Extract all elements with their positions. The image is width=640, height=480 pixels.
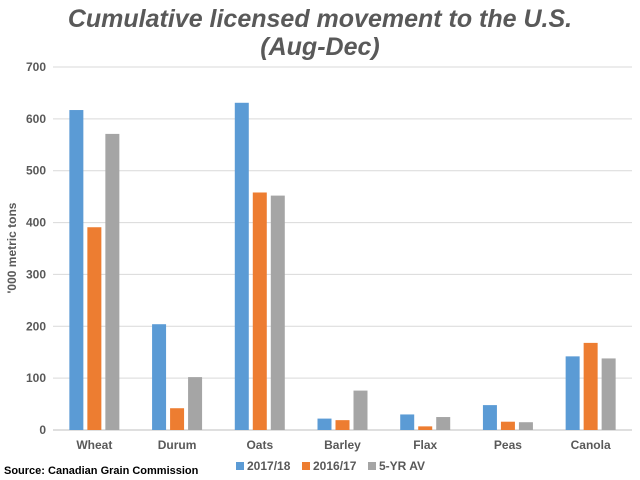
x-category-label: Oats — [246, 438, 273, 452]
legend-label: 5-YR AV — [379, 459, 425, 473]
legend-swatch — [302, 462, 310, 470]
chart-title-line-1: Cumulative licensed movement to the U.S. — [68, 5, 572, 33]
y-axis-ticks: 0 100 200 300 400 500 600 700 — [26, 60, 46, 437]
bar — [270, 195, 285, 430]
y-tick-label: 0 — [39, 423, 46, 437]
y-tick-label: 600 — [26, 112, 46, 126]
bar — [518, 422, 533, 430]
x-category-label: Wheat — [76, 438, 112, 452]
bar — [170, 408, 185, 430]
source-note: Source: Canadian Grain Commission — [4, 465, 199, 477]
bar — [436, 417, 451, 430]
bar — [565, 356, 580, 430]
bar — [583, 342, 598, 430]
bar — [418, 426, 433, 430]
bar — [500, 421, 515, 430]
x-category-label: Durum — [158, 438, 197, 452]
bars — [69, 102, 616, 430]
bar — [482, 405, 497, 430]
y-tick-label: 400 — [26, 216, 46, 230]
bar — [234, 102, 249, 430]
x-category-label: Barley — [324, 438, 361, 452]
y-axis-label: '000 metric tons — [5, 202, 19, 293]
y-tick-label: 700 — [26, 60, 46, 74]
x-axis-categories: Wheat Durum Oats Barley Flax Peas Canola — [76, 438, 611, 452]
bar — [317, 418, 332, 430]
bar — [87, 227, 102, 430]
legend-swatch — [368, 462, 376, 470]
bar — [69, 110, 84, 430]
bar — [105, 133, 120, 430]
bar — [152, 324, 167, 430]
bar — [601, 358, 616, 430]
bar — [400, 414, 415, 430]
bar — [353, 390, 368, 430]
y-tick-label: 200 — [26, 319, 46, 333]
bar — [335, 420, 350, 430]
gridlines — [53, 66, 632, 431]
legend-label: 2017/18 — [247, 459, 291, 473]
bar — [252, 192, 267, 430]
legend-label: 2016/17 — [313, 459, 357, 473]
legend-swatch — [236, 462, 244, 470]
y-tick-label: 300 — [26, 267, 46, 281]
x-category-label: Peas — [494, 438, 522, 452]
y-tick-label: 100 — [26, 371, 46, 385]
bar — [188, 377, 203, 430]
chart-title-line-2: (Aug-Dec) — [260, 33, 379, 61]
x-category-label: Canola — [571, 438, 611, 452]
x-category-label: Flax — [413, 438, 437, 452]
y-tick-label: 500 — [26, 164, 46, 178]
legend: 2017/18 2016/17 5-YR AV — [236, 459, 425, 473]
